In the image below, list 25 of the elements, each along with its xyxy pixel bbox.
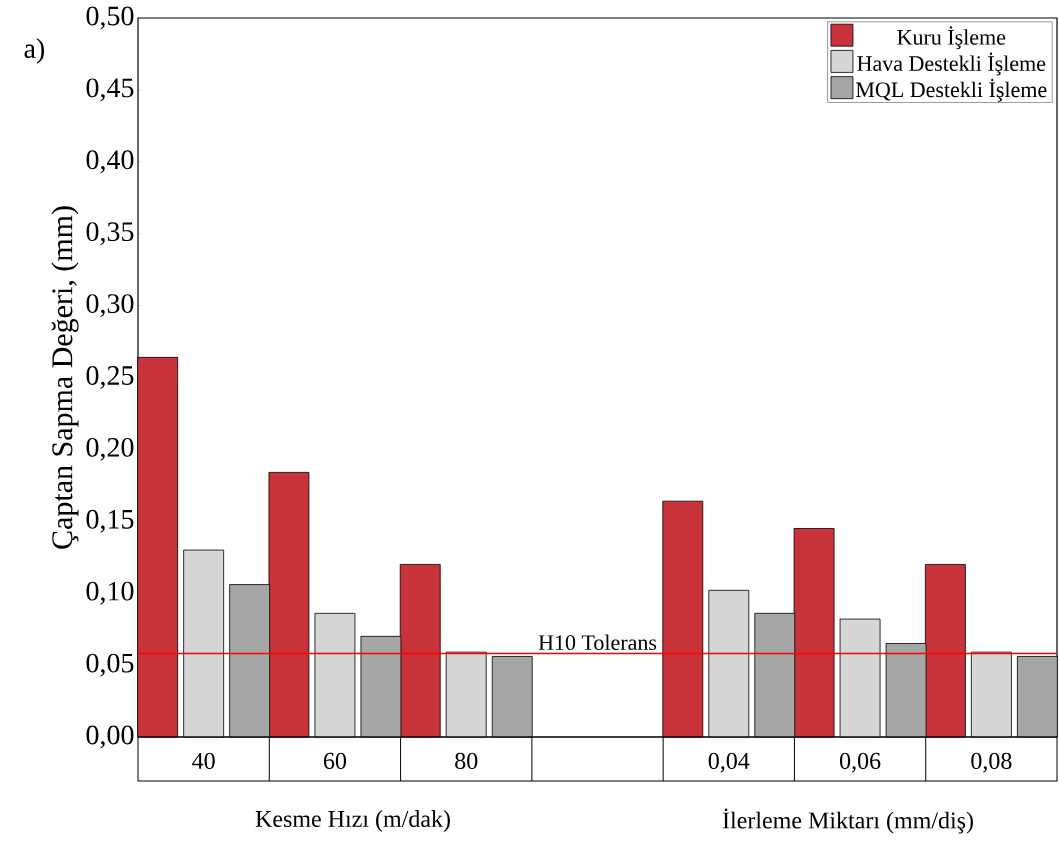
ref-line-label: H10 Tolerans bbox=[538, 634, 657, 651]
x-tick-label: 0,04 bbox=[708, 752, 750, 773]
text: İlerleme Miktarı (mm/diş) bbox=[722, 808, 973, 834]
y-tick-label: 0,05 bbox=[86, 653, 134, 677]
y-tick-label: 0,35 bbox=[86, 222, 134, 246]
legend-label: Kuru İşleme bbox=[897, 26, 1006, 50]
x-tick-label: 0,06 bbox=[839, 752, 881, 773]
text: Kesme Hızı (m/dak) bbox=[255, 810, 450, 832]
y-tick-label: 0,50 bbox=[86, 6, 134, 30]
y-tick-label: 0,20 bbox=[86, 437, 134, 461]
legend-label: Hava Destekli İşleme bbox=[857, 52, 1046, 76]
x-tick-label: 60 bbox=[323, 752, 347, 769]
y-tick-label: 0,10 bbox=[86, 581, 134, 605]
y-tick-label: 0,45 bbox=[86, 78, 134, 102]
y-tick-label: 0,15 bbox=[86, 509, 134, 533]
y-axis-title: Çaptan Sapma Değeri, (mm) bbox=[51, 206, 79, 549]
y-tick-label: 0,40 bbox=[86, 150, 134, 174]
y-tick-label: 0,00 bbox=[86, 725, 134, 749]
legend-label: MQL Destekli İşleme bbox=[855, 78, 1047, 102]
y-tick-label: 0,30 bbox=[86, 294, 134, 318]
x-tick-label: 40 bbox=[192, 752, 215, 769]
text: a) bbox=[24, 38, 45, 64]
x-tick-label: 0,08 bbox=[971, 752, 1012, 773]
y-tick-label: 0,25 bbox=[86, 366, 134, 389]
x-tick-label: 80 bbox=[455, 752, 478, 769]
